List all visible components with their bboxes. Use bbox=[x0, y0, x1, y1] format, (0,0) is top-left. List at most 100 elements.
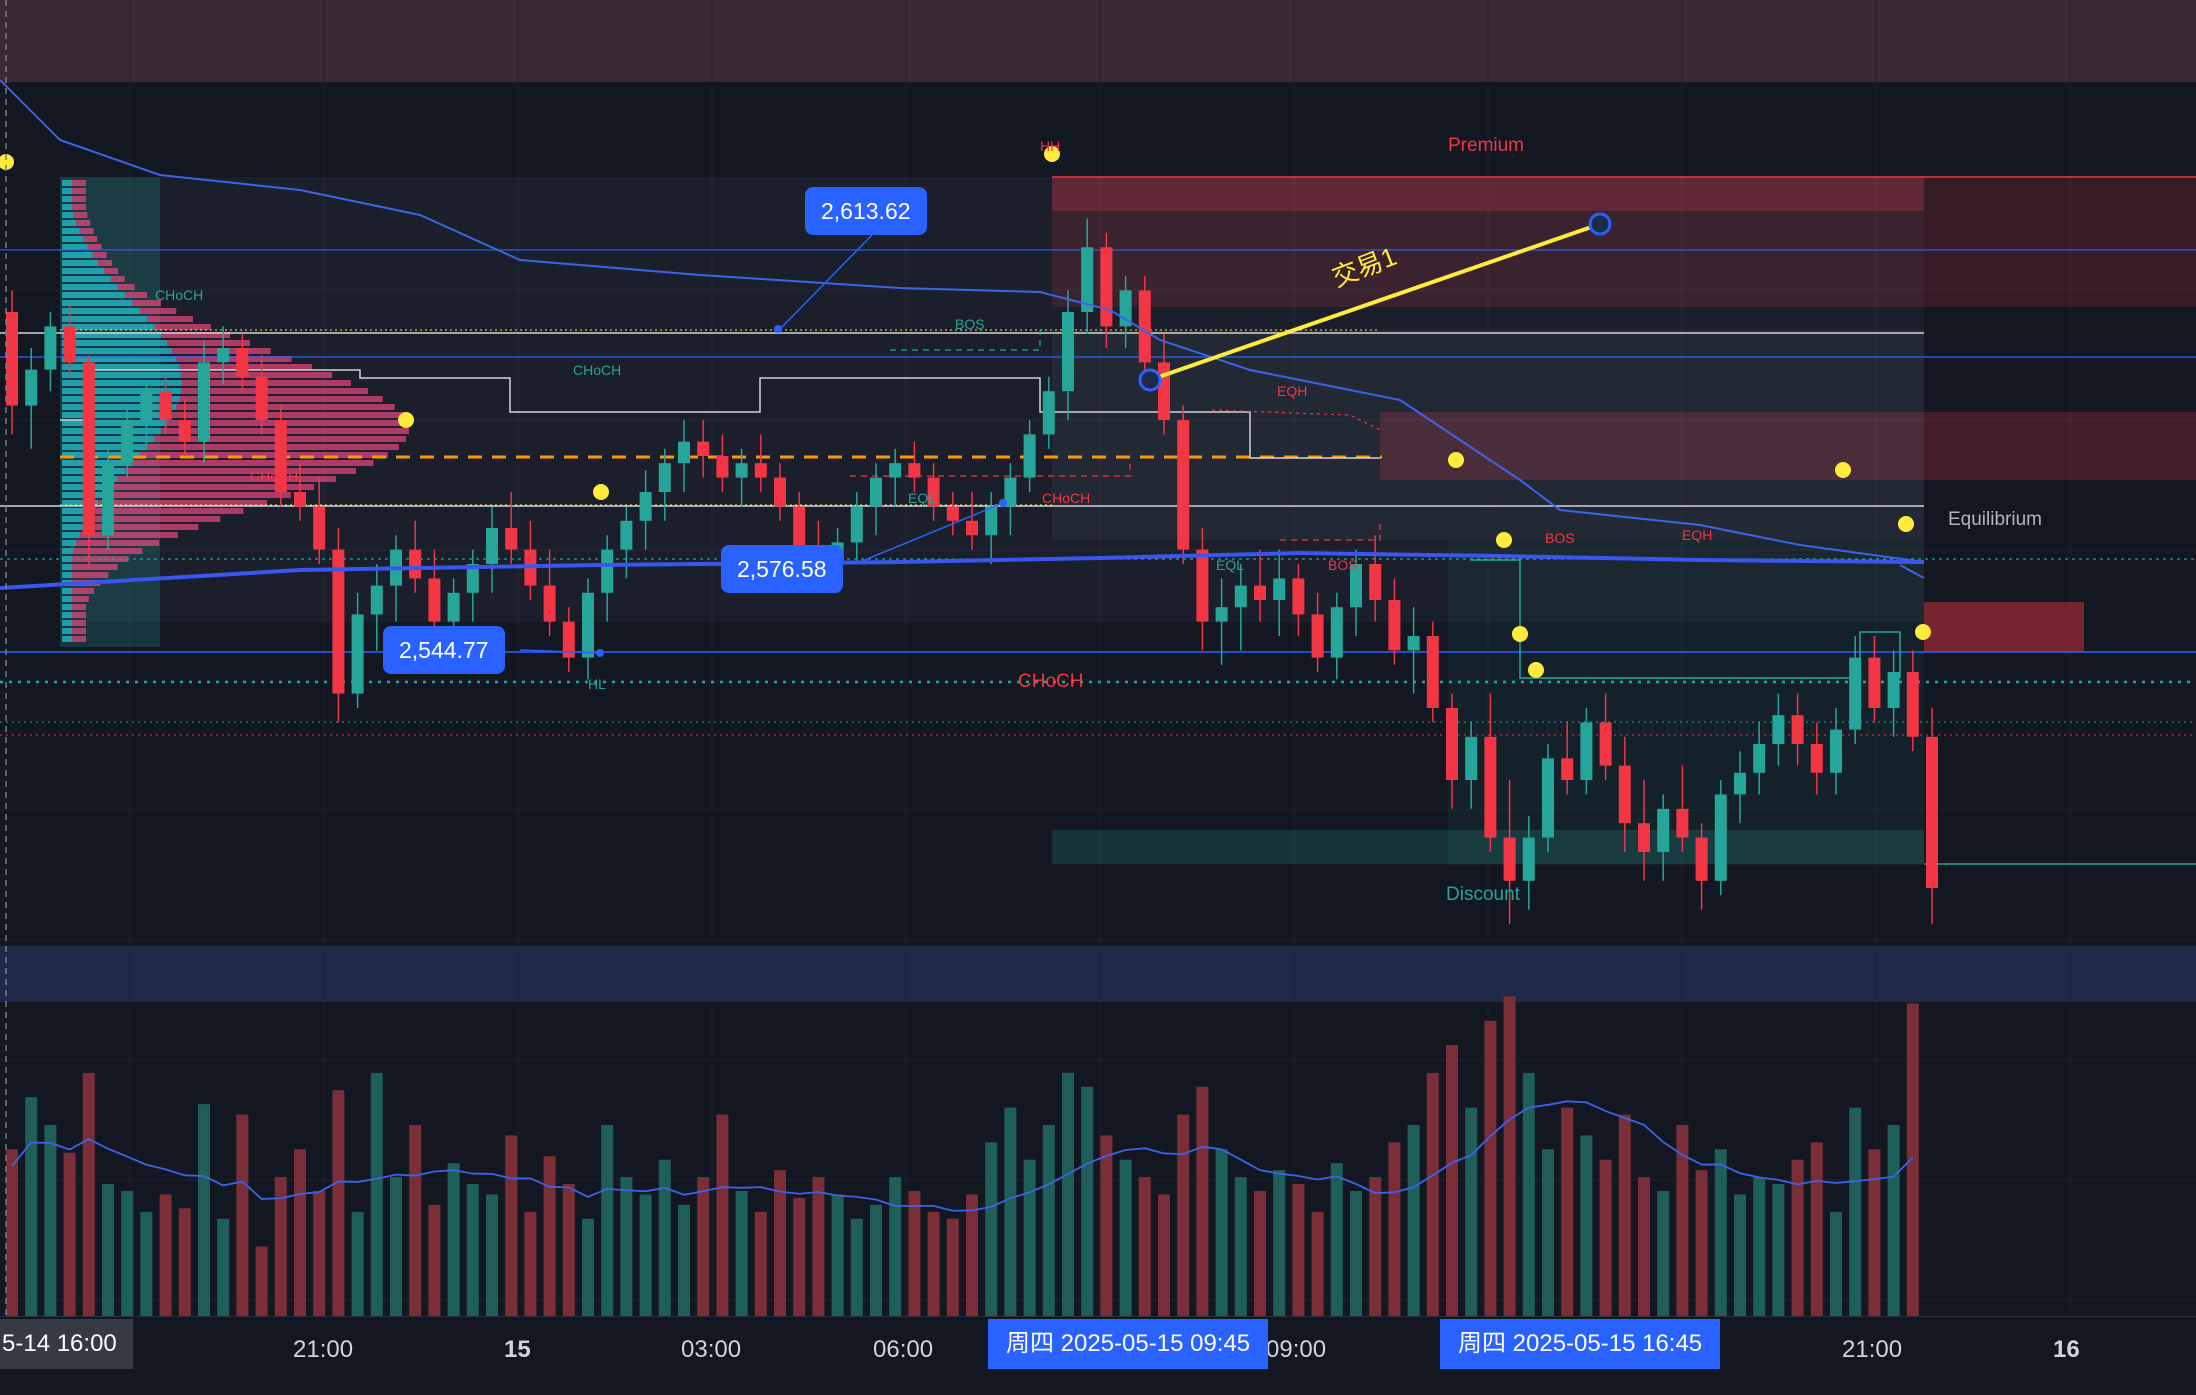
volume-bar bbox=[927, 1211, 940, 1316]
volume-bar bbox=[390, 1177, 402, 1316]
volume-bar bbox=[524, 1211, 537, 1316]
candle-body bbox=[927, 477, 940, 507]
candle-body bbox=[1926, 736, 1938, 888]
smc-label-bos: BOS bbox=[955, 316, 985, 332]
profile-bar-down bbox=[181, 388, 368, 394]
volume-bar bbox=[1292, 1184, 1305, 1316]
volume-bar bbox=[946, 1218, 959, 1316]
volume-bar bbox=[102, 1184, 114, 1316]
time-tick: 16 bbox=[2053, 1336, 2080, 1363]
profile-bar-up bbox=[62, 372, 182, 378]
profile-bar-down bbox=[181, 372, 333, 378]
profile-bar-down bbox=[117, 284, 135, 290]
profile-bar-down bbox=[98, 500, 268, 506]
profile-bar-down bbox=[104, 492, 291, 498]
candle-body bbox=[6, 312, 18, 406]
volume-bar bbox=[1407, 1124, 1420, 1316]
profile-bar-up bbox=[62, 428, 162, 434]
volume-ma-line bbox=[11, 1100, 1914, 1212]
profile-bar-up bbox=[62, 276, 111, 282]
candle-body bbox=[562, 621, 575, 658]
candle-body bbox=[1830, 729, 1842, 773]
candle-body bbox=[697, 441, 710, 456]
profile-bar-up bbox=[62, 500, 99, 506]
profile-bar-up bbox=[62, 196, 72, 202]
signal-dot bbox=[0, 154, 14, 170]
candle-body bbox=[1138, 290, 1151, 363]
volume-bar bbox=[1753, 1177, 1766, 1316]
volume-bar bbox=[1446, 1045, 1458, 1316]
profile-bar-up bbox=[62, 356, 177, 362]
candle-body bbox=[774, 477, 786, 507]
profile-bar-up bbox=[62, 620, 72, 626]
candle-body bbox=[1714, 794, 1727, 881]
discount-label: Discount bbox=[1446, 884, 1520, 905]
time-axis-start-label: 5-14 16:00 bbox=[0, 1319, 133, 1369]
profile-bar-up bbox=[62, 180, 72, 186]
profile-bar-down bbox=[72, 572, 109, 578]
candle-body bbox=[1561, 758, 1574, 780]
tag-pointer bbox=[859, 502, 1004, 563]
candle-body bbox=[1196, 549, 1209, 622]
price-tag-mid[interactable]: 2,576.58 bbox=[721, 545, 843, 593]
profile-bar-down bbox=[72, 588, 95, 594]
profile-bar-down bbox=[72, 636, 86, 642]
volume-bar bbox=[1465, 1107, 1478, 1316]
candle-body bbox=[639, 492, 652, 521]
profile-bar-up bbox=[62, 284, 118, 290]
time-tick: 09:00 bbox=[1266, 1336, 1327, 1363]
trade-line bbox=[1149, 222, 1601, 382]
profile-bar-down bbox=[172, 412, 404, 418]
candle-body bbox=[294, 492, 306, 507]
profile-bar-down bbox=[124, 468, 356, 474]
profile-bar-up bbox=[62, 572, 72, 578]
candle-body bbox=[1023, 434, 1036, 478]
volume-bar bbox=[1369, 1177, 1382, 1316]
volume-bar bbox=[889, 1177, 902, 1316]
volume-bar bbox=[620, 1177, 633, 1316]
time-tick: 03:00 bbox=[681, 1336, 742, 1363]
candle-body bbox=[1158, 362, 1170, 420]
candle-body bbox=[82, 362, 95, 536]
volume-bar bbox=[1042, 1124, 1055, 1316]
volume-bar bbox=[1138, 1177, 1151, 1316]
volume-bars bbox=[6, 996, 1919, 1316]
volume-bar bbox=[1791, 1159, 1804, 1316]
profile-bar-up bbox=[62, 460, 133, 466]
volume-bar bbox=[1618, 1114, 1631, 1316]
order-block bbox=[1924, 602, 2084, 652]
volume-bar bbox=[1657, 1190, 1670, 1316]
volume-bar bbox=[754, 1211, 767, 1316]
smc-label-choch: CHoCH bbox=[250, 468, 299, 484]
price-tag-low[interactable]: 2,544.77 bbox=[383, 626, 505, 674]
volume-bar bbox=[351, 1211, 364, 1316]
time-tick: 15 bbox=[504, 1336, 531, 1363]
candle-body bbox=[1503, 837, 1516, 881]
candle-body bbox=[313, 506, 326, 550]
candle-body bbox=[870, 477, 882, 507]
anchor-dot bbox=[774, 325, 782, 333]
price-tag-high[interactable]: 2,613.62 bbox=[805, 187, 927, 235]
volume-bar bbox=[178, 1208, 191, 1316]
candle-body bbox=[447, 592, 460, 622]
volume-bar bbox=[1234, 1177, 1247, 1316]
profile-bar-down bbox=[72, 188, 86, 194]
volume-bar bbox=[678, 1204, 690, 1316]
candle-body bbox=[217, 348, 230, 363]
candle-body bbox=[1868, 657, 1881, 708]
profile-bar-down bbox=[73, 548, 143, 554]
time-tick: 06:00 bbox=[873, 1336, 934, 1363]
smc-label-hl: HL bbox=[588, 676, 606, 692]
volume-bar bbox=[159, 1194, 172, 1316]
volume-bar bbox=[370, 1072, 383, 1316]
volume-bar bbox=[582, 1218, 594, 1316]
volume-bar bbox=[697, 1177, 710, 1316]
smc-label-eql: EQL bbox=[908, 490, 937, 506]
profile-bar-down bbox=[72, 196, 86, 202]
candle-body bbox=[1522, 837, 1535, 881]
profile-bar-down bbox=[104, 268, 119, 274]
smc-label-choch: CHoCH bbox=[573, 362, 622, 378]
volume-bar bbox=[313, 1190, 326, 1316]
choch-dash bbox=[890, 330, 1041, 351]
